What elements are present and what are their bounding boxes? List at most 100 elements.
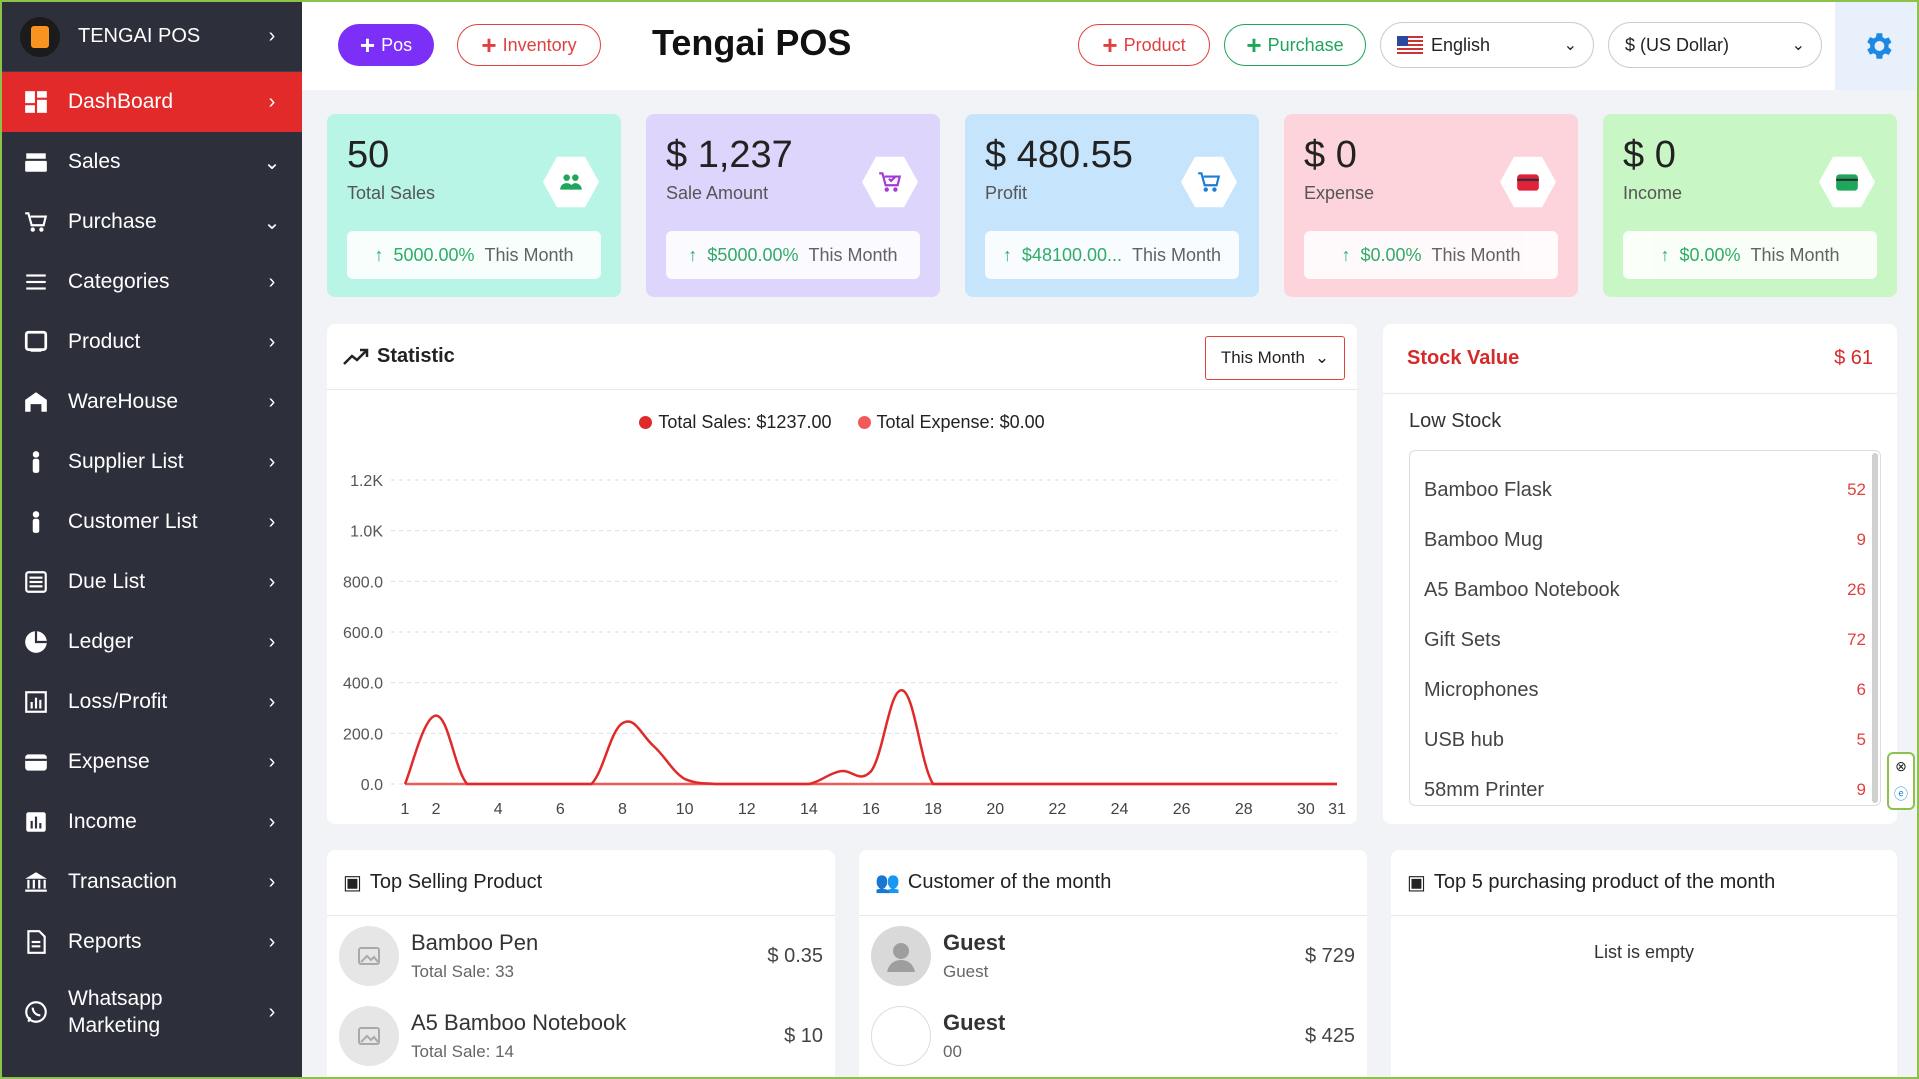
product-label: Product	[1123, 34, 1186, 55]
inventory-button[interactable]: + Inventory	[457, 24, 601, 66]
pos-label: Pos	[381, 34, 413, 55]
list-item[interactable]: Guest 00 $ 425	[859, 996, 1367, 1076]
sidebar-item-purchase[interactable]: Purchase ⌄	[2, 192, 302, 252]
floating-widget[interactable]: ⊗ ⓔ	[1887, 752, 1915, 810]
box-icon: ▣	[1407, 872, 1426, 894]
whatsapp-icon	[22, 998, 50, 1026]
bar-chart-icon	[22, 808, 50, 836]
sidebar-item-customer-list[interactable]: Customer List ›	[2, 492, 302, 552]
low-stock-row: Bamboo Mug 9	[1410, 515, 1880, 565]
x-tick-label: 14	[800, 801, 818, 818]
sidebar-item-dashboard[interactable]: DashBoard ›	[2, 72, 302, 132]
sidebar-item-loss-profit[interactable]: Loss/Profit ›	[2, 672, 302, 732]
legend-item-expense[interactable]: Total Expense: $0.00	[857, 412, 1045, 433]
edge-icon[interactable]: ⓔ	[1894, 785, 1908, 802]
sidebar-item-income[interactable]: Income ›	[2, 792, 302, 852]
language-select[interactable]: English ⌄	[1380, 22, 1594, 68]
card-income[interactable]: $ 0 Income ↑ $0.00% This Month	[1603, 114, 1897, 297]
sidebar-item-due-list[interactable]: Due List ›	[2, 552, 302, 612]
brand[interactable]: TENGAI POS ›	[2, 2, 302, 72]
plus-icon: +	[1246, 30, 1262, 60]
x-tick-label: 26	[1173, 801, 1191, 818]
purchase-button[interactable]: + Purchase	[1224, 24, 1366, 66]
card-total-sales[interactable]: 50 Total Sales ↑ 5000.00% This Month	[327, 114, 621, 297]
customer-amount: $ 729	[1304, 944, 1355, 967]
close-icon[interactable]: ⊗	[1895, 758, 1907, 775]
trend-value: 5000.00%	[393, 244, 475, 265]
product-name: USB hub	[1424, 728, 1505, 751]
chevron-down-icon: ⌄	[1563, 37, 1577, 54]
scrollbar[interactable]	[1872, 453, 1878, 803]
sidebar-item-categories[interactable]: Categories ›	[2, 252, 302, 312]
sidebar-item-expense[interactable]: Expense ›	[2, 732, 302, 792]
currency-value: $ (US Dollar)	[1625, 34, 1730, 55]
sidebar-item-reports[interactable]: Reports ›	[2, 912, 302, 972]
sidebar-item-ledger[interactable]: Ledger ›	[2, 612, 302, 672]
sidebar-item-warehouse[interactable]: WareHouse ›	[2, 372, 302, 432]
x-tick-label: 16	[862, 801, 880, 818]
trend-value: $5000.00%	[707, 244, 799, 265]
top-selling-title: Top Selling Product	[369, 871, 543, 893]
sidebar: TENGAI POS › DashBoard › Sales ⌄ Purchase ⌄ Ca…	[2, 2, 302, 1077]
chevron-right-icon[interactable]: ›	[268, 25, 276, 47]
sidebar-item-label: Reports	[68, 930, 142, 954]
stock-qty: 72	[1847, 630, 1866, 649]
pie-icon	[22, 628, 50, 656]
chevron-right-icon: ›	[268, 90, 276, 113]
arrow-up-icon: ↑	[1341, 244, 1351, 265]
stock-value: $ 61	[1834, 347, 1873, 369]
sidebar-item-supplier-list[interactable]: Supplier List ›	[2, 432, 302, 492]
chevron-right-icon: ›	[268, 630, 276, 653]
low-stock-rows: Bamboo Flask 52 Bamboo Mug 9 A5 Bamboo Noteb…	[1410, 451, 1880, 805]
wallet-icon	[1819, 156, 1875, 208]
box-icon: ▣	[343, 872, 362, 894]
sidebar-item-sales[interactable]: Sales ⌄	[2, 132, 302, 192]
report-icon	[22, 928, 50, 956]
stock-qty: 5	[1856, 730, 1866, 749]
x-tick-label: 4	[494, 801, 503, 818]
product-button[interactable]: + Product	[1078, 24, 1210, 66]
customer-name: Guest	[943, 1010, 1006, 1035]
card-label: Expense	[1304, 183, 1375, 203]
low-stock-row: USB hub 5	[1410, 715, 1880, 765]
pos-button[interactable]: + Pos	[338, 24, 434, 66]
card-profit[interactable]: $ 480.55 Profit ↑ $48100.00... This Month	[965, 114, 1259, 297]
x-tick-label: 1	[401, 801, 410, 818]
person-icon	[22, 448, 50, 476]
cart-icon	[22, 208, 50, 236]
cash-register-icon	[22, 148, 50, 176]
chevron-right-icon: ›	[268, 1000, 276, 1023]
sidebar-item-whatsapp-marketing[interactable]: Whatsapp Marketing ›	[2, 972, 302, 1052]
sidebar-item-product[interactable]: Product ›	[2, 312, 302, 372]
legend-item-sales[interactable]: Total Sales: $1237.00	[639, 412, 832, 433]
y-tick-label: 200.0	[343, 726, 383, 743]
statistic-panel: Statistic This Month ⌄ Total Sales: $123…	[327, 324, 1357, 824]
settings-gear-button[interactable]	[1835, 2, 1917, 90]
currency-select[interactable]: $ (US Dollar) ⌄	[1608, 22, 1822, 68]
person-icon	[22, 508, 50, 536]
chevron-right-icon: ›	[268, 690, 276, 713]
list-item[interactable]: Bamboo Pen Total Sale: 33 $ 0.35	[327, 916, 835, 996]
trend-period: This Month	[808, 244, 898, 265]
chevron-down-icon: ⌄	[1314, 348, 1330, 367]
list-icon	[22, 268, 50, 296]
x-tick-label: 10	[676, 801, 694, 818]
list-item[interactable]: A5 Bamboo Notebook Total Sale: 14 $ 10	[327, 996, 835, 1076]
due-list-icon	[22, 568, 50, 596]
period-select[interactable]: This Month ⌄	[1205, 336, 1345, 380]
card-value: $ 0	[1623, 134, 1676, 176]
x-tick-label: 8	[618, 801, 627, 818]
y-tick-label: 1.0K	[350, 524, 383, 541]
avatar	[871, 926, 931, 986]
sidebar-item-transaction[interactable]: Transaction ›	[2, 852, 302, 912]
card-label: Total Sales	[347, 183, 436, 203]
chevron-right-icon: ›	[268, 750, 276, 773]
chevron-right-icon: ›	[268, 390, 276, 413]
card-sale-amount[interactable]: $ 1,237 Sale Amount ↑ $5000.00% This Month	[646, 114, 940, 297]
list-item[interactable]: Guest Guest $ 729	[859, 916, 1367, 996]
card-expense[interactable]: $ 0 Expense ↑ $0.00% This Month	[1284, 114, 1578, 297]
sidebar-item-label: Categories	[68, 270, 170, 294]
low-stock-list[interactable]: Bamboo Flask 52 Bamboo Mug 9 A5 Bamboo Noteb…	[1409, 450, 1881, 806]
legend-sales-label: Total Sales: $1237.00	[658, 412, 832, 432]
